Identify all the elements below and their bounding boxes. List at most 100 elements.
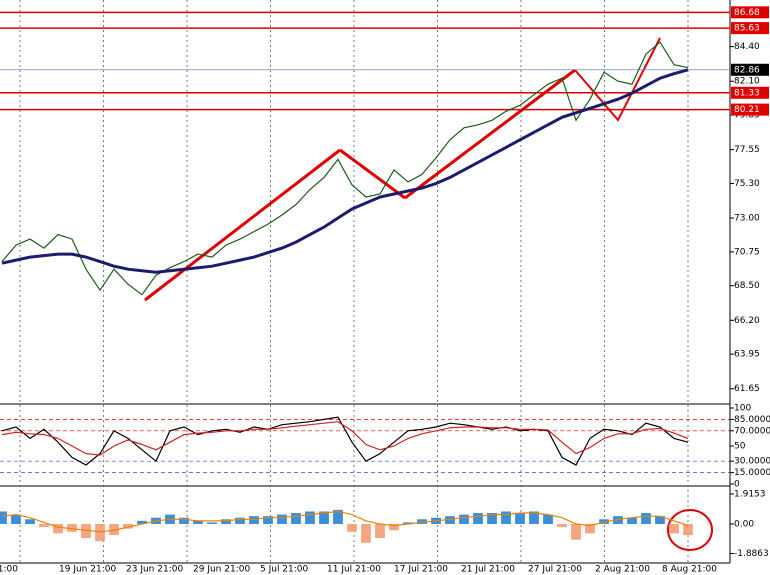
histogram-bar (263, 516, 273, 524)
histogram-bar (291, 513, 301, 524)
x-tick-label: 19 Jun 21:00 (59, 565, 116, 575)
trend-arrow (404, 68, 576, 200)
y-tick-label: 75.30 (734, 179, 760, 189)
trend-arrow (574, 37, 661, 122)
histogram-bar (599, 519, 609, 524)
histogram-bar (277, 514, 287, 524)
y-tick-label: 61.65 (734, 384, 760, 394)
histogram-bar (11, 514, 21, 524)
histogram-bar (375, 523, 385, 539)
histogram-bar (543, 514, 553, 524)
x-tick-label: 29 Jun 21:00 (193, 565, 250, 575)
histogram-bar (487, 513, 497, 524)
x-tick-label: 11 Jul 21:00 (327, 565, 381, 575)
y-tick-label: 66.20 (734, 316, 760, 326)
y-tick-label: 73.00 (734, 214, 760, 224)
histogram-bar (389, 523, 399, 531)
histogram-bar (81, 523, 91, 539)
histogram-bar (529, 511, 539, 524)
y-tick-label: 0 (734, 480, 740, 490)
histogram-bar (235, 517, 245, 524)
histogram-bar (585, 523, 595, 534)
histogram-bar (683, 523, 693, 535)
level-label: 82.86 (734, 65, 760, 75)
level-label-box (731, 86, 769, 99)
x-tick-label: 21 Jul 21:00 (461, 565, 515, 575)
trend-arrow (339, 148, 406, 200)
trend-arrow (144, 148, 341, 302)
y-tick-label: 85.0000 (734, 415, 770, 425)
highlight-circle (667, 509, 713, 551)
histogram-bar (557, 523, 567, 528)
level-label-box (731, 103, 769, 116)
histogram-bar (123, 523, 133, 529)
histogram-bar (95, 523, 105, 542)
histogram-bar (459, 514, 469, 524)
histogram-bar (109, 523, 119, 535)
level-label-box (731, 6, 769, 19)
histogram-bar (347, 523, 357, 532)
histogram-bar (641, 513, 651, 524)
histogram-bar (473, 513, 483, 524)
histogram-bar (53, 523, 63, 534)
y-tick-label: 84.40 (734, 42, 760, 52)
histogram-bar (179, 517, 189, 524)
level-label: 85.63 (734, 24, 760, 34)
level-label: 80.21 (734, 105, 760, 115)
histogram-bar (361, 523, 371, 543)
level-label-box (731, 22, 769, 35)
histogram-bar (25, 519, 35, 524)
y-tick-label: 70.75 (734, 247, 760, 257)
histogram-bar (333, 509, 343, 524)
histogram-bar (417, 519, 427, 524)
y-tick-label: 0.00 (734, 519, 754, 529)
level-label: 81.33 (734, 88, 760, 98)
histogram-bar (221, 519, 231, 524)
histogram-bar (249, 516, 259, 524)
y-tick-label: 68.50 (734, 281, 760, 291)
x-tick-label: 21:00 (0, 565, 18, 575)
histogram-bar (305, 511, 315, 524)
y-tick-label: 30.0000 (734, 457, 770, 467)
x-tick-label: 2 Aug 21:00 (595, 565, 650, 575)
histogram-bar (515, 513, 525, 524)
series-line (1, 416, 689, 466)
histogram-bar (627, 517, 637, 524)
histogram-bar (207, 522, 217, 524)
histogram-bar (669, 523, 679, 534)
histogram-bar (137, 520, 147, 524)
histogram-bar (319, 511, 329, 524)
histogram-bar (571, 523, 581, 540)
y-tick-label: 1.9153 (734, 490, 766, 500)
histogram-bar (501, 511, 511, 524)
level-label: 86.68 (734, 8, 760, 18)
y-tick-label: 15.0000 (734, 468, 770, 478)
x-tick-label: 5 Jul 21:00 (260, 565, 309, 575)
annotations (144, 37, 713, 551)
series-line (1, 68, 689, 274)
y-tick-label: 77.55 (734, 145, 760, 155)
x-tick-label: 8 Aug 21:00 (662, 565, 717, 575)
histogram-bar (445, 516, 455, 524)
histogram-bar (67, 523, 77, 532)
x-tick-label: 27 Jul 21:00 (528, 565, 582, 575)
y-tick-label: -1.8863 (734, 549, 769, 559)
x-tick-label: 23 Jun 21:00 (126, 565, 183, 575)
y-tick-label: 100 (734, 404, 751, 414)
y-tick-label: 50 (734, 442, 746, 452)
series-line (1, 421, 689, 456)
histogram-bar (403, 522, 413, 524)
histogram-bar (655, 516, 665, 524)
histogram-bar (613, 516, 623, 524)
x-tick-label: 17 Jul 21:00 (394, 565, 448, 575)
histogram-bar (39, 523, 49, 528)
y-tick-label: 82.10 (734, 77, 760, 87)
level-label-box (731, 63, 769, 76)
y-tick-label: 70.0000 (734, 426, 770, 436)
y-tick-label: 63.95 (734, 350, 760, 360)
series-line (1, 510, 689, 533)
histogram-bar (193, 520, 203, 524)
histogram-bar (0, 511, 7, 524)
